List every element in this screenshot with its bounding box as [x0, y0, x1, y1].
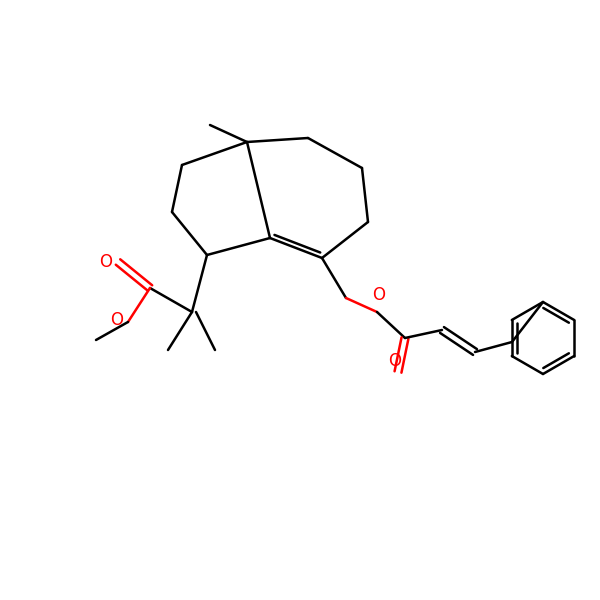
Text: O: O	[389, 352, 401, 370]
Text: O: O	[99, 253, 112, 271]
Text: O: O	[110, 311, 123, 329]
Text: O: O	[373, 286, 386, 304]
